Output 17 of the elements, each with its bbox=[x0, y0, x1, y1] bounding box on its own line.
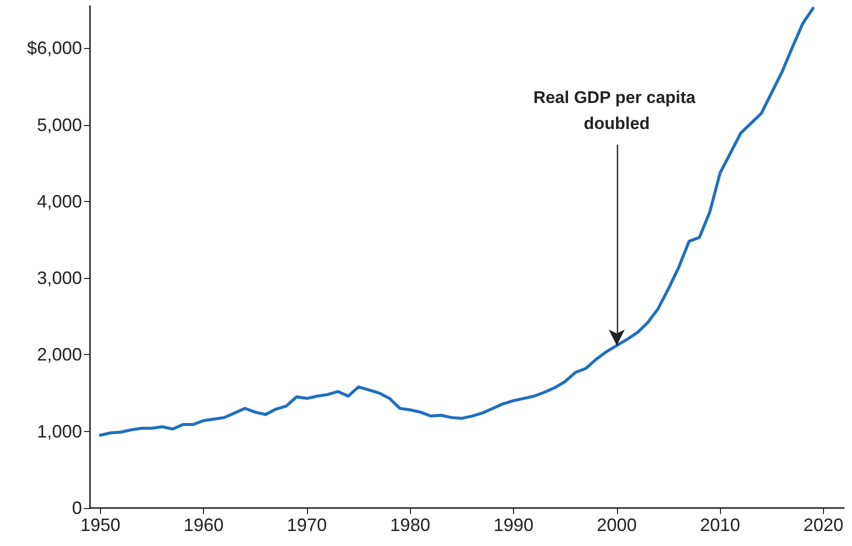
y-tick-label: 0 bbox=[72, 498, 82, 518]
y-tick-label: 2,000 bbox=[36, 344, 82, 365]
x-tick-label: 1980 bbox=[390, 515, 430, 535]
y-tick-label: 1,000 bbox=[36, 421, 82, 442]
annotation: Real GDP per capita doubled bbox=[533, 88, 700, 134]
x-tick-label: 1990 bbox=[493, 515, 534, 535]
line-series bbox=[98, 6, 815, 437]
y-tick-label: 4,000 bbox=[36, 191, 82, 212]
y-tick-label: 3,000 bbox=[36, 268, 82, 288]
x-tick-label: 1960 bbox=[184, 515, 224, 535]
x-tick-label: 2010 bbox=[700, 515, 740, 535]
x-tick-label: 1970 bbox=[286, 515, 327, 535]
x-tick-label: 2020 bbox=[803, 515, 844, 535]
x-tick-label: 1950 bbox=[80, 515, 120, 535]
y-tick-label: $6,000 bbox=[26, 38, 82, 58]
x-tick-label: 2000 bbox=[596, 515, 637, 535]
y-tick-label: 5,000 bbox=[36, 114, 82, 135]
